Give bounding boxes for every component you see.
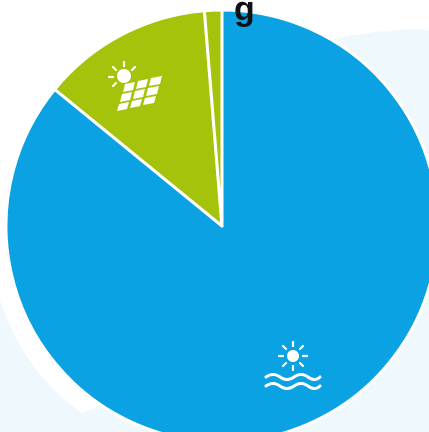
solar-thermal-icon [264, 340, 322, 390]
pie-slice-1 [4, 8, 429, 432]
chart-title: g [234, 0, 255, 28]
background-swoosh-left [0, 300, 120, 432]
pie-slice-3 [202, 8, 224, 228]
solar-panel-icon [107, 60, 162, 111]
pie-slice-2 [53, 9, 224, 228]
pie-slices [4, 8, 429, 432]
